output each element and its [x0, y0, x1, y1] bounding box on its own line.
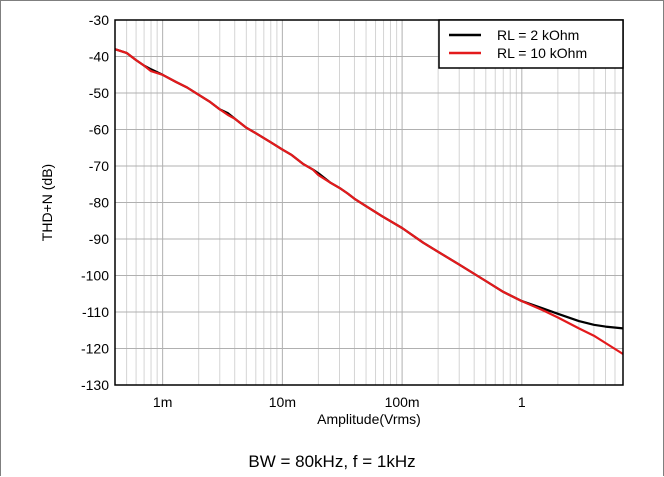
- y-axis-label: THD+N (dB): [39, 164, 55, 241]
- x-tick-label: 1m: [153, 394, 172, 410]
- x-tick-label: 100m: [385, 394, 420, 410]
- legend-label: RL = 2 kOhm: [497, 27, 579, 43]
- grid: [114, 19, 624, 386]
- y-tick-label: -130: [81, 377, 109, 393]
- thd-n-chart: -30 -40 -50 -60 -70 -80 -90 -100 -110 -120 -130 1m…: [39, 12, 624, 427]
- legend-label: RL = 10 kOhm: [497, 45, 587, 61]
- y-tick-label: -80: [89, 195, 109, 211]
- y-tick-label: -100: [81, 268, 109, 284]
- chart-caption: BW = 80kHz, f = 1kHz: [248, 452, 416, 471]
- y-tick-label: -70: [89, 158, 109, 174]
- series-line-2: [114, 48, 624, 355]
- x-tick-labels: 1m 10m 100m 1: [153, 394, 526, 410]
- x-axis-label: Amplitude(Vrms): [317, 411, 421, 427]
- y-tick-label: -60: [89, 122, 109, 138]
- plot-border: [114, 19, 624, 386]
- y-tick-labels: -30 -40 -50 -60 -70 -80 -90 -100 -110 -120 -130: [81, 12, 109, 393]
- x-tick-label: 1: [518, 394, 526, 410]
- y-tick-label: -90: [89, 231, 109, 247]
- y-tick-label: -30: [89, 12, 109, 28]
- x-tick-label: 10m: [269, 394, 296, 410]
- y-tick-label: -120: [81, 341, 109, 357]
- y-tick-label: -110: [82, 304, 109, 320]
- y-tick-label: -40: [89, 49, 109, 65]
- legend-box: [438, 19, 624, 69]
- series-lines: [114, 48, 624, 355]
- legend: RL = 2 kOhm RL = 10 kOhm: [438, 19, 624, 69]
- y-tick-label: -50: [89, 85, 109, 101]
